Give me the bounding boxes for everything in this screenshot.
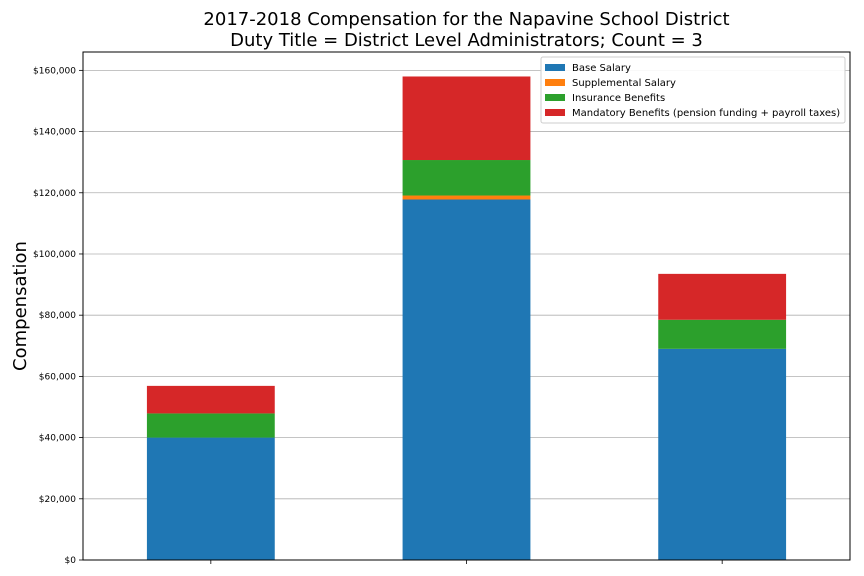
bar-segment xyxy=(146,437,275,560)
bar-segment xyxy=(402,195,531,200)
y-tick-label: $60,000 xyxy=(39,372,76,382)
bar-segment xyxy=(402,76,531,161)
y-tick-label: $100,000 xyxy=(33,250,76,260)
legend-label: Base Salary xyxy=(572,63,631,74)
y-tick-label: $40,000 xyxy=(39,434,76,444)
legend-label: Supplemental Salary xyxy=(572,78,676,89)
chart-title-line-2: Duty Title = District Level Administrato… xyxy=(230,30,703,51)
legend-label: Insurance Benefits xyxy=(572,93,665,104)
y-tick-label: $20,000 xyxy=(39,495,76,505)
y-tick-label: $160,000 xyxy=(33,66,76,76)
x-axis xyxy=(210,560,723,564)
bar-segment xyxy=(402,160,531,196)
y-axis-label: Compensation xyxy=(10,241,31,371)
y-axis: $0 $20,000 $40,000 $60,000 $80,000 $100,000 $1… xyxy=(33,66,83,566)
legend-swatch xyxy=(545,79,565,86)
legend-swatch xyxy=(545,94,565,101)
bar-segment xyxy=(658,348,787,560)
legend-swatch xyxy=(545,64,565,71)
legend-box xyxy=(540,56,846,124)
bar-segment xyxy=(658,319,787,349)
y-tick-label: $120,000 xyxy=(33,189,76,199)
bar-segment xyxy=(146,385,275,414)
y-tick-label: $0 xyxy=(65,556,77,566)
bar-segment xyxy=(146,413,275,438)
legend-label: Mandatory Benefits (pension funding + pa… xyxy=(572,108,840,119)
bars xyxy=(146,76,787,561)
chart-title-line-1: 2017-2018 Compensation for the Napavine … xyxy=(203,9,730,30)
y-tick-label: $80,000 xyxy=(39,311,76,321)
legend: Base Salary Supplemental Salary Insurance … xyxy=(540,56,846,124)
bar-segment xyxy=(658,273,787,320)
bar-segment xyxy=(402,199,531,561)
legend-swatch xyxy=(545,109,565,116)
y-tick-label: $140,000 xyxy=(33,128,76,138)
